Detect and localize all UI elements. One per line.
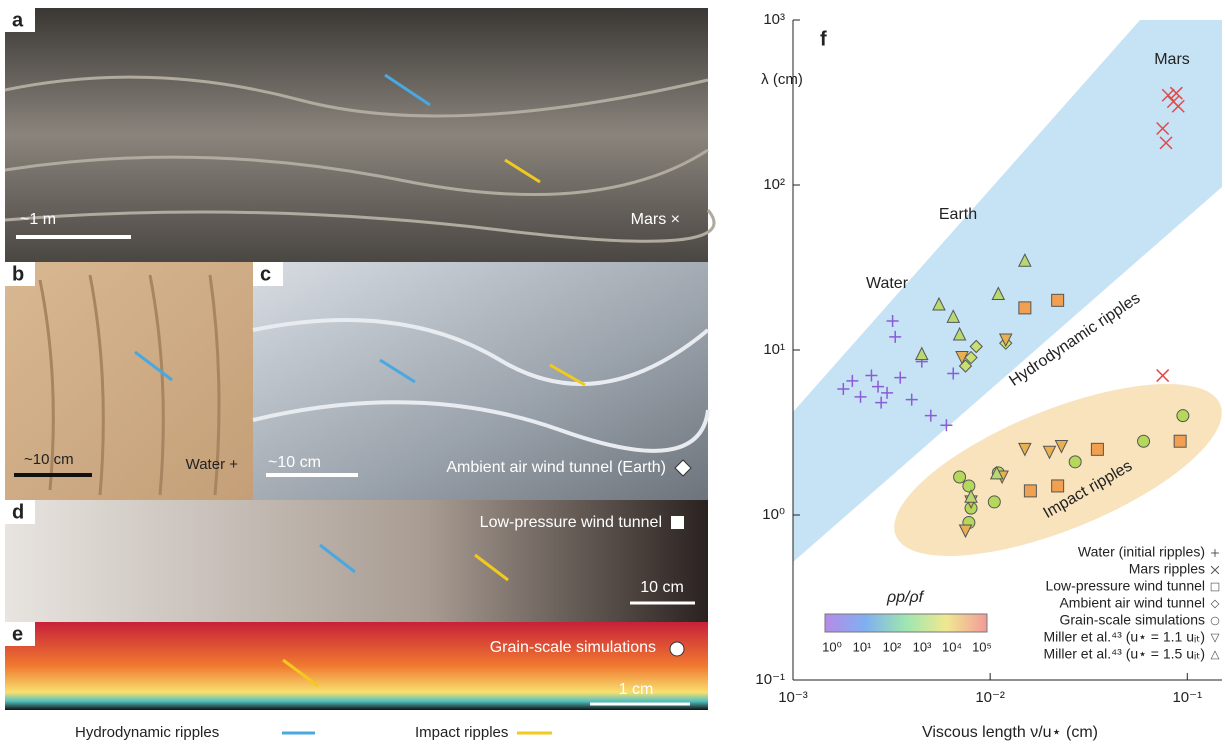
annotation: Earth	[939, 206, 977, 223]
point	[1019, 302, 1031, 314]
marker-icon	[671, 516, 684, 529]
y-tick-label: 10⁰	[762, 506, 785, 523]
panel-label: a	[12, 9, 24, 31]
panel-label: e	[12, 623, 23, 645]
x-tick-label: 10⁻²	[975, 689, 1005, 706]
colorbar-tick-label: 10²	[883, 639, 902, 654]
panel-caption: Low-pressure wind tunnel	[480, 514, 662, 531]
point	[1091, 443, 1103, 455]
arrow-legend-text: Impact ripples	[415, 724, 508, 741]
legend-icon	[1211, 617, 1219, 625]
point	[1157, 370, 1169, 382]
panel-a-image	[5, 8, 708, 262]
point	[954, 471, 966, 483]
scale-text: ~10 cm	[268, 454, 321, 471]
colorbar-tick-label: 10³	[913, 639, 932, 654]
x-tick-label: 10⁻¹	[1172, 689, 1202, 706]
panel-caption: Water +	[186, 456, 239, 473]
point	[988, 496, 1000, 508]
photo-panels: a b c d e ~1 m Mars × ~10 cm Water + ~10…	[5, 8, 714, 741]
point	[1052, 294, 1064, 306]
arrow-legend-text: Hydrodynamic ripples	[75, 724, 219, 741]
legend-text: Miller et al.⁴³ (u⋆ = 1.1 uᵢₜ)	[1043, 629, 1205, 645]
y-tick-label: 10⁻¹	[755, 671, 785, 688]
y-tick-label: 10²	[763, 176, 785, 193]
colorbar-tick-label: 10¹	[853, 639, 872, 654]
legend-icon	[1211, 583, 1219, 591]
legend-text: Miller et al.⁴³ (u⋆ = 1.5 uᵢₜ)	[1043, 646, 1205, 662]
legend-text: Grain-scale simulations	[1060, 612, 1206, 628]
legend-icon	[1211, 600, 1219, 608]
point	[1024, 485, 1036, 497]
scale-text: ~1 m	[20, 211, 56, 228]
point	[1177, 410, 1189, 422]
legend-text: Mars ripples	[1129, 561, 1205, 577]
point	[1052, 480, 1064, 492]
point	[963, 480, 975, 492]
legend-icon	[1211, 651, 1219, 659]
panel-label: b	[12, 263, 24, 285]
legend-text: Ambient air wind tunnel	[1059, 595, 1205, 611]
annotation: Water	[866, 275, 909, 292]
panel-caption: Ambient air wind tunnel (Earth)	[446, 459, 666, 476]
legend-icon	[1211, 566, 1219, 574]
point	[1069, 456, 1081, 468]
panel-caption: Mars ×	[631, 211, 680, 228]
legend-text: Water (initial ripples)	[1078, 544, 1205, 560]
scale-text: 10 cm	[640, 579, 684, 596]
chart-label: f	[820, 28, 827, 50]
scale-text: 1 cm	[619, 681, 654, 698]
x-axis-label: Viscous length ν/u⋆ (cm)	[922, 724, 1098, 741]
point	[1138, 435, 1150, 447]
annotation: Mars	[1154, 51, 1190, 68]
colorbar-tick-label: 10⁴	[942, 639, 962, 654]
colorbar-tick-label: 10⁵	[972, 639, 992, 654]
legend-text: Low-pressure wind tunnel	[1045, 578, 1205, 594]
panel-e-image	[5, 622, 708, 710]
marker-icon	[670, 642, 684, 656]
scale-text: ~10 cm	[24, 451, 74, 468]
colorbar	[825, 614, 987, 632]
y-tick-label: 10³	[763, 11, 785, 28]
chart: 10⁻¹ 10⁰ 10¹ 10² 10³ 10⁻³ 10⁻² 10⁻¹ f λ (cm) Visco…	[755, 11, 1225, 741]
x-tick-label: 10⁻³	[778, 689, 808, 706]
panel-label: c	[260, 263, 271, 285]
legend-icon	[1211, 549, 1219, 557]
figure: a b c d e ~1 m Mars × ~10 cm Water + ~10…	[0, 0, 1225, 746]
point	[1174, 435, 1186, 447]
panel-caption: Grain-scale simulations	[490, 639, 656, 656]
colorbar-label: ρp/ρf	[886, 589, 925, 606]
colorbar-tick-label: 10⁰	[822, 639, 842, 654]
y-tick-label: 10¹	[763, 341, 785, 358]
y-axis-label: λ (cm)	[761, 71, 803, 88]
legend-icon	[1211, 634, 1219, 642]
panel-label: d	[12, 501, 24, 523]
